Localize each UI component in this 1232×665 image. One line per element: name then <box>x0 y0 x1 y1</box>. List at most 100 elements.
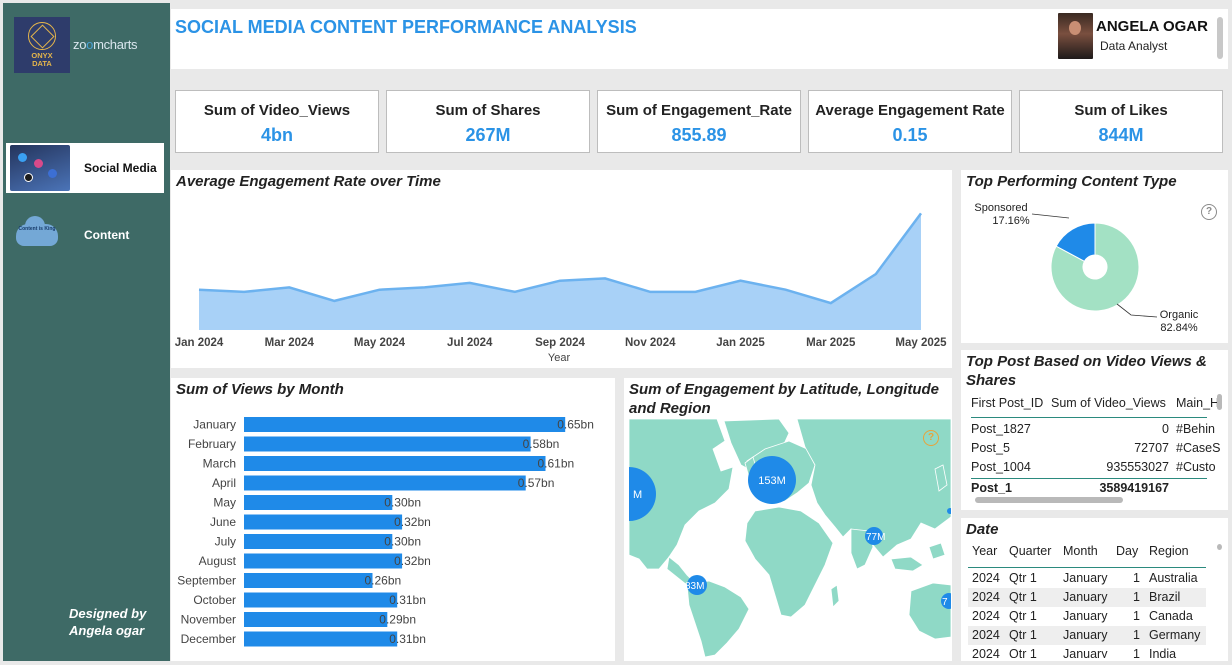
table-vertical-scrollbar[interactable] <box>1217 544 1222 550</box>
cell-month: January <box>1063 590 1108 604</box>
data-label: 0.30bn <box>384 496 421 510</box>
total-post-id: Post_1 <box>971 481 1012 495</box>
kpi-value: 0.15 <box>892 125 928 145</box>
slice-value-label: 82.84% <box>1160 322 1198 334</box>
help-icon[interactable]: ? <box>1201 204 1217 220</box>
area-fill <box>199 213 921 330</box>
engagement-area-chart[interactable]: Jan 2024 Mar 2024 May 2024 Jul 2024 Sep 2024… <box>171 170 952 368</box>
table-row[interactable]: Post_1004 935553027 #Custo <box>971 458 1216 477</box>
nav-item-social-media[interactable]: Social Media <box>6 143 164 193</box>
logo-line2: DATA <box>32 59 52 68</box>
table-header-row: Year Quarter Month Day Region <box>968 542 1208 561</box>
table-vertical-scrollbar[interactable] <box>1217 394 1222 410</box>
twitter-icon <box>18 153 27 162</box>
table-horizontal-scrollbar[interactable] <box>975 497 1123 503</box>
views-by-month-panel: Sum of Views by Month January 0.65bn Febru… <box>171 378 615 661</box>
data-label: 0.31bn <box>389 593 426 607</box>
category-label: January <box>193 418 236 432</box>
avatar <box>1058 13 1093 59</box>
column-header[interactable]: Sum of Video_Views <box>1051 396 1166 410</box>
kpi-card-average-engagement[interactable]: Average Engagement Rate 0.15 <box>808 90 1012 153</box>
sidebar: ONYX DATA zoomcharts Social Media Content… <box>3 3 170 661</box>
world-map[interactable]: M 153M 77M 83M 7 <box>629 419 951 657</box>
kpi-label: Sum of Likes <box>1074 102 1168 119</box>
bar <box>244 534 393 549</box>
cell-month: January <box>1063 609 1108 623</box>
category-label: September <box>177 574 236 588</box>
total-views: 3589419167 <box>1099 481 1169 495</box>
credit-line1: Designed by <box>69 606 147 621</box>
bubble-label: M <box>633 489 642 501</box>
cell-post-id: Post_5 <box>971 441 1010 455</box>
map-bubble[interactable] <box>687 575 707 595</box>
total-divider <box>971 478 1207 479</box>
slice-name-label: Sponsored <box>974 202 1027 214</box>
nav-item-content[interactable]: Content is King Content <box>6 210 164 260</box>
column-header[interactable]: Year <box>972 544 998 558</box>
cell-region: India <box>1149 647 1177 658</box>
header-divider <box>971 417 1207 418</box>
table-row[interactable]: Post_5 72707 #CaseS <box>971 439 1220 458</box>
cell-quarter: Qtr 1 <box>1009 628 1037 642</box>
help-icon[interactable]: ? <box>923 430 939 446</box>
table-row[interactable]: 2024 Qtr 1 January 1 Brazil <box>968 588 1206 607</box>
column-header[interactable]: Main_H <box>1176 396 1220 410</box>
cell-month: January <box>1063 628 1108 642</box>
column-header[interactable]: Region <box>1149 544 1189 558</box>
column-header[interactable]: Quarter <box>1009 544 1052 558</box>
date-panel: Date Year Quarter Month Day Region 2024 … <box>961 518 1228 661</box>
table-row[interactable]: Post_1827 0 #Behin <box>971 420 1215 439</box>
map-bubble[interactable] <box>865 527 883 545</box>
credit-line2: Angela ogar <box>69 623 145 638</box>
cell-region: Brazil <box>1149 590 1181 604</box>
data-label: 0.57bn <box>518 476 555 490</box>
table-row[interactable]: 2024 Qtr 1 January 1 Canada <box>968 607 1206 626</box>
cell-hashtag: #Custo <box>1176 460 1216 474</box>
column-header[interactable]: Day <box>1116 544 1139 558</box>
table-header-row: First Post_ID Sum of Video_Views Main_H <box>971 394 1219 413</box>
bar <box>244 475 526 491</box>
column-header[interactable]: First Post_ID <box>971 396 1044 410</box>
x-tick-label: Sep 2024 <box>535 337 585 349</box>
map-bubble[interactable] <box>947 508 951 514</box>
data-label: 0.65bn <box>557 418 594 432</box>
kpi-card-likes[interactable]: Sum of Likes 844M <box>1019 90 1223 153</box>
map-bubble[interactable] <box>629 467 656 521</box>
table-row[interactable]: 2024 Qtr 1 January 1 Germany <box>968 626 1206 645</box>
column-header[interactable]: Month <box>1063 544 1098 558</box>
category-label: April <box>212 476 236 490</box>
data-label: 0.26bn <box>365 574 402 588</box>
data-label: 0.32bn <box>394 515 431 529</box>
views-by-month-bar-chart[interactable]: January 0.65bn February 0.58bn March 0.61bn Ap… <box>171 378 615 661</box>
cell-views: 935553027 <box>1106 460 1169 474</box>
social-media-thumbnail <box>10 145 70 191</box>
bubble-label: 77M <box>866 532 885 543</box>
cell-day: 1 <box>1133 571 1140 585</box>
map-land <box>629 419 951 657</box>
kpi-card-video-views[interactable]: Sum of Video_Views 4bn <box>175 90 379 153</box>
cell-hashtag: #CaseS <box>1176 441 1221 455</box>
zoom-o: o <box>86 37 94 52</box>
map-bubble[interactable] <box>941 593 951 609</box>
content-thumbnail: Content is King <box>10 212 70 258</box>
header-bar: SOCIAL MEDIA CONTENT PERFORMANCE ANALYSI… <box>171 9 1228 69</box>
slice-value-label: 17.16% <box>992 215 1030 227</box>
x-tick-label: Jan 2024 <box>175 337 224 349</box>
kpi-card-engagement-rate[interactable]: Sum of Engagement_Rate 855.89 <box>597 90 801 153</box>
table-row[interactable]: 2024 Qtr 1 January 1 Australia <box>968 569 1206 588</box>
kpi-label: Sum of Video_Views <box>203 102 351 119</box>
map-bubble[interactable] <box>748 456 796 504</box>
date-table: Year Quarter Month Day Region 2024 Qtr 1… <box>968 542 1218 658</box>
facebook-icon <box>48 169 57 178</box>
nav-label-social-media: Social Media <box>84 161 157 175</box>
header-scrollbar[interactable] <box>1217 17 1223 59</box>
cell-region: Germany <box>1149 628 1201 642</box>
table-row[interactable]: 2024 Qtr 1 January 1 India <box>968 645 1206 658</box>
slice-name-label: Organic <box>1160 309 1199 321</box>
kpi-card-shares[interactable]: Sum of Shares 267M <box>386 90 590 153</box>
leader-line <box>1031 213 1070 219</box>
cell-quarter: Qtr 1 <box>1009 590 1037 604</box>
x-tick-label: Nov 2024 <box>625 337 676 349</box>
